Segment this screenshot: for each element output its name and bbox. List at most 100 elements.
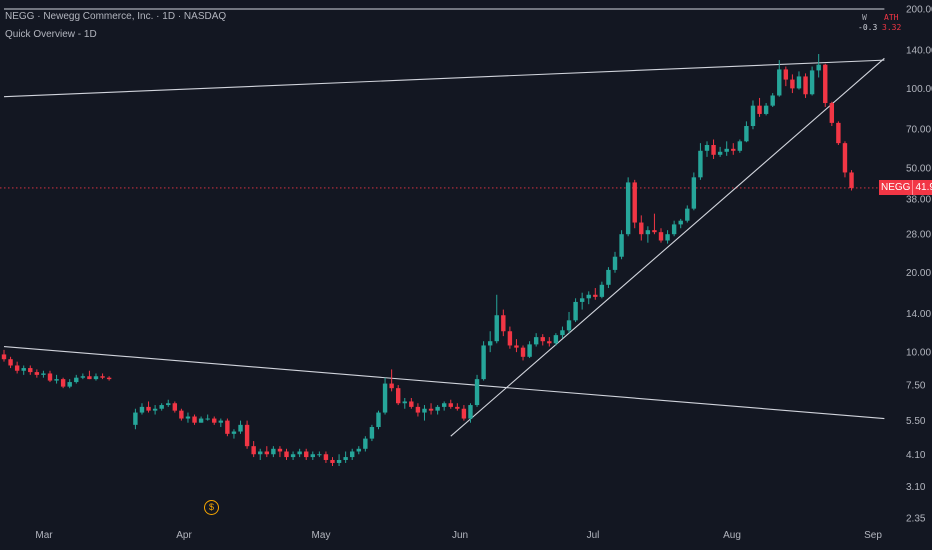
price-tick-label: 70.00	[906, 125, 931, 136]
candle-body	[21, 368, 26, 371]
candle	[422, 405, 427, 421]
candle-body	[106, 377, 112, 380]
trendlines	[3, 8, 885, 437]
candle	[152, 405, 158, 415]
candle-body	[842, 143, 848, 173]
candle-body	[323, 454, 329, 460]
candle-body	[731, 148, 736, 151]
candle	[28, 365, 33, 375]
candle	[731, 143, 736, 155]
candle	[547, 337, 552, 347]
candle-body	[685, 208, 690, 221]
candle-body	[625, 182, 631, 235]
candle-body	[783, 69, 789, 80]
candle-body	[218, 420, 224, 423]
candle	[67, 379, 72, 389]
candle-body	[60, 379, 66, 387]
candle	[8, 356, 13, 369]
price-tick-label: 5.50	[906, 416, 926, 427]
candle	[441, 401, 447, 411]
candle-body	[185, 416, 191, 419]
candle-body	[409, 401, 414, 407]
candle	[625, 177, 631, 237]
candle-body	[770, 95, 775, 106]
candle-body	[422, 408, 427, 413]
candle-body	[717, 151, 723, 155]
candle-body	[547, 341, 552, 344]
candle	[330, 457, 335, 467]
candle	[74, 374, 79, 384]
candle	[34, 369, 40, 378]
candle-body	[277, 448, 283, 452]
time-axis[interactable]: Mar Apr May Jun Jul Aug Sep	[35, 530, 882, 541]
time-tick-label: May	[312, 530, 331, 541]
candle-body	[658, 232, 664, 241]
candle-body	[803, 76, 808, 95]
candle	[593, 288, 598, 300]
candle	[238, 420, 243, 434]
candle-body	[166, 403, 171, 406]
candle-body	[179, 410, 184, 419]
candle	[836, 121, 841, 146]
candle-body	[152, 408, 158, 411]
candle-body	[205, 418, 210, 420]
candle-body	[47, 373, 53, 381]
candle-body	[172, 403, 178, 411]
candle	[54, 374, 59, 384]
corner-label-right-bottom: 3.32	[882, 23, 902, 32]
price-tick-label: 50.00	[906, 163, 931, 174]
candle	[41, 370, 46, 378]
candle-body	[599, 284, 605, 297]
price-tick-label: 2.35	[906, 514, 926, 525]
candle-body	[652, 230, 657, 233]
candle-body	[619, 234, 624, 257]
candle-body	[533, 337, 539, 345]
candle	[343, 451, 348, 463]
candle-body	[645, 230, 651, 235]
candle	[284, 448, 289, 460]
candle-body	[829, 103, 835, 123]
candle	[212, 416, 217, 425]
candle-body	[310, 454, 315, 458]
candle	[448, 399, 453, 409]
candle	[737, 139, 743, 153]
candle	[435, 405, 440, 415]
candle-body	[501, 315, 506, 332]
indicator-legend[interactable]: Quick Overview - 1D	[5, 29, 97, 40]
candle-body	[586, 294, 591, 299]
candle-body	[455, 406, 460, 409]
candle	[678, 218, 683, 229]
candle-body	[704, 145, 710, 151]
candle-body	[573, 301, 578, 321]
candle-body	[507, 331, 513, 346]
candle	[763, 103, 769, 116]
price-tick-label: 140.00	[906, 45, 932, 56]
candle-body	[415, 406, 421, 413]
candle-body	[402, 401, 407, 404]
candle	[356, 446, 361, 455]
candle-body	[527, 344, 532, 357]
price-axis[interactable]: 200.00 140.00 100.00 70.00 50.00 38.00 28.00 20…	[906, 5, 932, 525]
candle	[264, 446, 269, 458]
candle-body	[212, 418, 217, 423]
candle	[744, 121, 749, 143]
candle	[586, 291, 591, 305]
candle-body	[231, 431, 237, 434]
candle	[704, 141, 710, 157]
dividend-marker-icon[interactable]: $	[204, 500, 219, 515]
price-tick-label: 4.10	[906, 450, 926, 461]
candle-body	[593, 294, 598, 297]
candle	[724, 141, 729, 156]
candle-body	[763, 105, 769, 114]
candle-body	[428, 408, 434, 411]
candle-body	[87, 376, 92, 380]
candle-body	[553, 335, 559, 344]
price-tick-label: 28.00	[906, 230, 931, 241]
time-tick-label: Sep	[864, 530, 882, 541]
candle-body	[737, 141, 743, 151]
candle-body	[691, 177, 697, 209]
candle	[317, 451, 322, 458]
candle	[685, 205, 690, 223]
